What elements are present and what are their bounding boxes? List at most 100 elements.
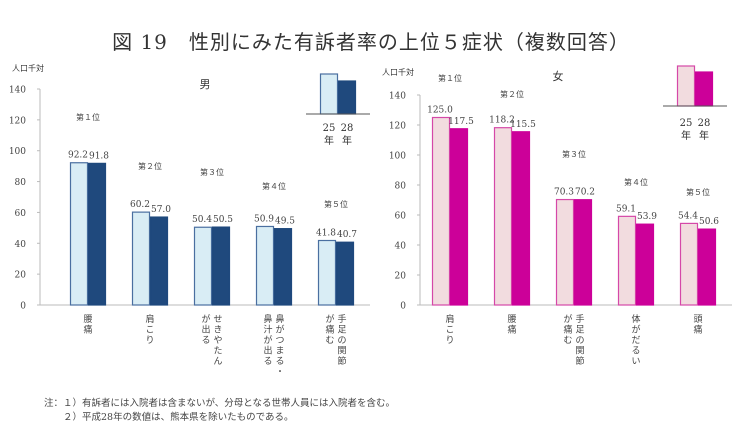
male-category-label-char: る (263, 356, 272, 367)
male-category-label-char: ・ (275, 368, 284, 378)
male-rank-label: 第３位 (200, 167, 224, 177)
female-bar-25 (617, 215, 637, 306)
male-bar-28 (149, 216, 169, 306)
male-legend-swatch-28 (337, 80, 357, 115)
male-category-label-char: が (275, 324, 284, 336)
male-y-tick-label: 60 (15, 209, 27, 219)
male-bar-25 (317, 239, 337, 306)
female-rank-label: 第２位 (500, 89, 524, 99)
female-y-tick-label: 100 (389, 152, 406, 162)
female-data-label: 53.9 (637, 212, 657, 222)
female-y-tick-label: 120 (389, 122, 406, 132)
male-category-label-char: 汁 (263, 324, 272, 336)
male-category-label-char: る (275, 356, 284, 367)
female-bar-25 (679, 222, 699, 306)
male-legend-swatch-25 (319, 73, 339, 115)
male-category-label-char: や (213, 335, 222, 346)
female-data-label: 50.6 (699, 217, 719, 227)
female-category-label-char: 痛 (693, 324, 702, 336)
male-category-label-char: 手 (337, 313, 346, 325)
male-bar-28 (211, 226, 231, 306)
female-bar-28 (635, 223, 655, 306)
female-rank-label: 第１位 (438, 73, 462, 83)
female-category-label-char: 手 (575, 313, 584, 325)
male-bar-28 (273, 228, 293, 306)
male-category-label-char: る (201, 335, 210, 346)
female-legend-swatch-25 (676, 65, 696, 107)
female-category-label-char: 関 (575, 346, 584, 357)
male-data-label: 92.2 (68, 151, 88, 161)
male-legend-label: 年 (342, 134, 352, 147)
male-bar-25 (255, 225, 275, 306)
female-rank-label: 第５位 (686, 187, 710, 197)
female-category-label-char: る (631, 346, 640, 357)
female-data-label: 118.2 (489, 116, 515, 126)
female-data-label: 59.1 (616, 204, 636, 214)
male-category-label-char: 鼻 (275, 313, 284, 325)
male-y-tick-label: 100 (9, 147, 26, 157)
male-category-label-char: ん (213, 356, 222, 367)
male-category-label-char: が (201, 313, 210, 325)
female-data-label: 70.3 (554, 188, 574, 198)
male-y-tick-label: 0 (20, 302, 26, 312)
female-category-label-char: 肩 (445, 313, 454, 325)
male-category-label-char: 痛 (83, 324, 92, 336)
male-category-label-char: 肩 (145, 313, 154, 325)
male-category-label-char: む (325, 335, 334, 346)
male-legend-label: 25 (323, 123, 336, 134)
female-legend-label: 28 (698, 118, 711, 129)
female-category-label-char: い (631, 357, 640, 367)
female-data-label: 54.4 (678, 211, 698, 221)
male-y-tick-label: 20 (15, 271, 27, 281)
male-bar-25 (131, 211, 151, 306)
female-legend-label: 年 (681, 129, 691, 142)
male-category-label-char: の (337, 336, 346, 346)
male-category-label-char: 腰 (83, 314, 92, 325)
male-y-unit-label: 人口千対 (12, 63, 44, 73)
female-bar-28 (573, 199, 593, 306)
male-data-label: 50.9 (254, 214, 274, 224)
female-category-label-char: 足 (575, 325, 584, 336)
female-y-tick-label: 140 (389, 92, 406, 102)
male-category-label-char: 節 (337, 355, 346, 367)
male-rank-label: 第５位 (324, 199, 348, 209)
male-data-label: 91.8 (89, 151, 109, 161)
female-category-label-char: が (631, 324, 640, 336)
female-bar-25 (493, 127, 513, 306)
female-category-label-char: だ (631, 335, 640, 346)
male-data-label: 60.2 (130, 200, 150, 210)
male-rank-label: 第２位 (138, 161, 162, 171)
female-data-label: 70.2 (575, 188, 595, 198)
male-category-label-char: 痛 (325, 324, 334, 336)
male-y-tick-label: 40 (15, 240, 27, 250)
male-legend-label: 28 (341, 123, 354, 134)
female-y-unit-label: 人口千対 (382, 67, 414, 77)
male-category-label-char: 出 (263, 345, 272, 357)
male-category-label-char: が (325, 313, 334, 325)
male-y-tick-label: 140 (9, 86, 26, 96)
female-category-label-char: 腰 (507, 314, 516, 325)
male-data-label: 41.8 (316, 229, 336, 239)
male-bar-28 (335, 241, 355, 306)
footnotes: 注：１）有訴者には入院者は含まないが、分母となる世帯人員には入院者を含む。 ２）… (44, 397, 395, 425)
male-y-tick-label: 80 (15, 178, 27, 188)
male-category-label-char: 足 (337, 325, 346, 336)
footnote-2: ２）平成28年の数値は、熊本県を除いたものである。 (44, 412, 294, 423)
male-data-label: 50.5 (213, 215, 233, 225)
male-bar-25 (69, 162, 89, 306)
female-rank-label: 第３位 (562, 149, 586, 159)
female-category-label-char: が (563, 313, 572, 325)
female-category-label-char: 痛 (563, 324, 572, 336)
male-data-label: 57.0 (151, 205, 171, 215)
male-rank-label: 第４位 (262, 181, 286, 191)
male-y-tick-label: 120 (9, 116, 26, 126)
female-category-label-char: 体 (631, 313, 640, 325)
female-category-label-char: 節 (575, 355, 584, 367)
male-bar-25 (193, 226, 213, 306)
female-legend-label: 年 (699, 129, 709, 142)
female-data-label: 125.0 (427, 106, 453, 116)
male-data-label: 49.5 (275, 217, 295, 227)
female-legend-label: 25 (680, 118, 693, 129)
page-title: 図 19 性別にみた有訴者率の上位５症状（複数回答） (112, 30, 630, 54)
